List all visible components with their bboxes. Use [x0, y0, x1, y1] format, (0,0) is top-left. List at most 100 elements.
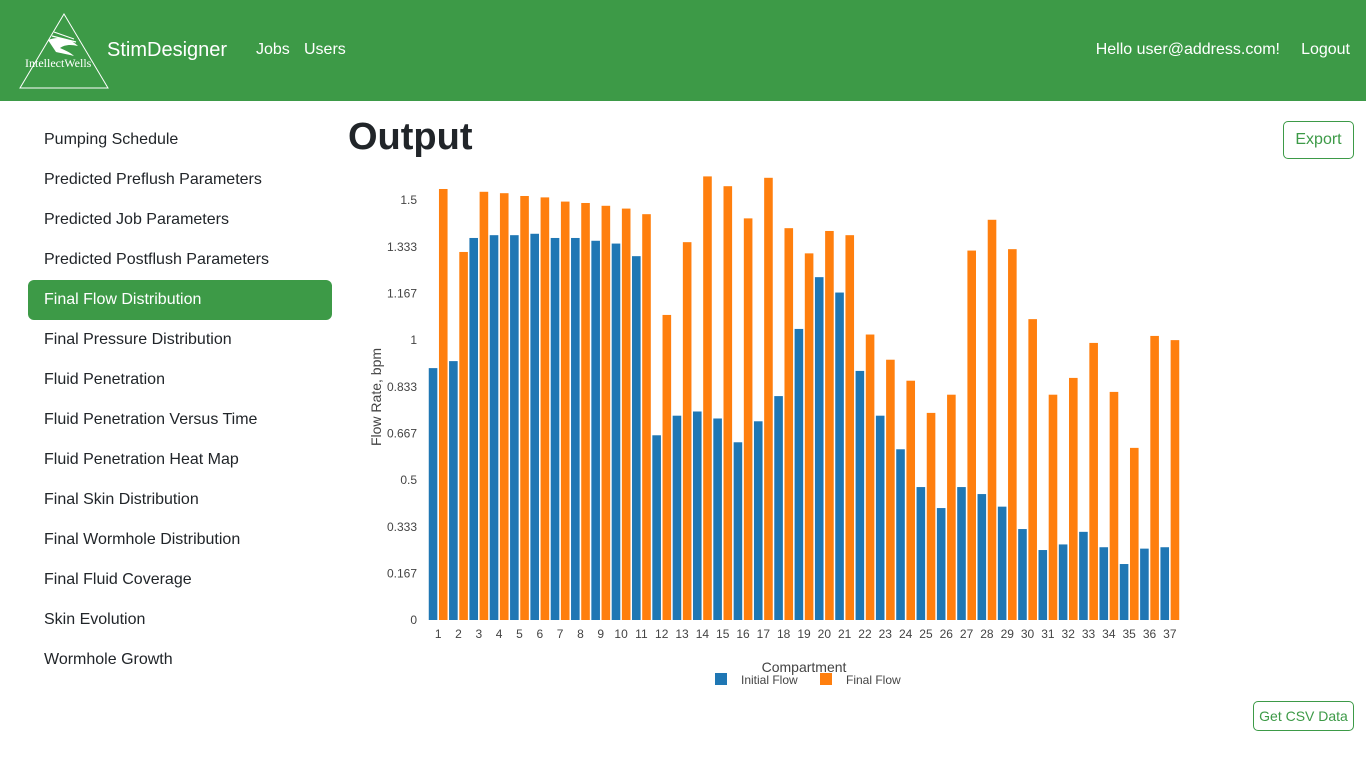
final-flow-bar[interactable]: [621, 208, 631, 620]
final-flow-bar[interactable]: [560, 201, 570, 620]
initial-flow-bar[interactable]: [814, 277, 824, 620]
sidebar-item-final-fluid-coverage[interactable]: Final Fluid Coverage: [44, 571, 192, 588]
initial-flow-bar[interactable]: [469, 237, 479, 621]
initial-flow-bar[interactable]: [530, 233, 539, 620]
final-flow-bar[interactable]: [1109, 391, 1119, 620]
final-flow-bar[interactable]: [804, 253, 814, 620]
get-csv-button[interactable]: Get CSV Data: [1253, 701, 1354, 731]
nav-jobs[interactable]: Jobs: [256, 41, 290, 58]
final-flow-bar[interactable]: [906, 380, 916, 620]
sidebar-item-final-wormhole-distribution[interactable]: Final Wormhole Distribution: [44, 531, 241, 548]
x-tick-label: 37: [1163, 627, 1177, 641]
final-flow-bar[interactable]: [540, 197, 550, 620]
initial-flow-bar[interactable]: [774, 396, 783, 620]
initial-flow-bar[interactable]: [611, 243, 621, 620]
brand-name[interactable]: StimDesigner: [107, 39, 228, 61]
initial-flow-bar[interactable]: [875, 415, 885, 620]
sidebar-item-final-pressure-distribution[interactable]: Final Pressure Distribution: [44, 331, 232, 348]
initial-flow-bar[interactable]: [997, 506, 1007, 620]
final-flow-bar[interactable]: [1150, 335, 1159, 620]
initial-flow-bar[interactable]: [1079, 531, 1088, 620]
initial-flow-bar[interactable]: [936, 508, 946, 620]
initial-flow-bar[interactable]: [489, 235, 499, 620]
initial-flow-bar[interactable]: [571, 237, 580, 621]
initial-flow-bar[interactable]: [896, 449, 905, 620]
initial-flow-bar[interactable]: [794, 328, 804, 620]
final-flow-bar[interactable]: [967, 250, 976, 620]
initial-flow-bar[interactable]: [916, 487, 926, 620]
final-flow-bar[interactable]: [479, 191, 489, 620]
initial-flow-bar[interactable]: [1018, 529, 1027, 620]
initial-flow-bar[interactable]: [1099, 547, 1109, 620]
final-flow-bar[interactable]: [1069, 377, 1078, 620]
final-flow-bar[interactable]: [886, 359, 895, 620]
initial-flow-bar[interactable]: [835, 292, 844, 620]
nav-users[interactable]: Users: [304, 41, 346, 58]
final-flow-bar[interactable]: [703, 176, 712, 621]
initial-flow-bar[interactable]: [855, 370, 865, 620]
final-flow-bar[interactable]: [1048, 394, 1058, 620]
initial-flow-bar[interactable]: [449, 361, 458, 620]
final-flow-bar[interactable]: [459, 251, 468, 621]
initial-flow-bar[interactable]: [1058, 544, 1068, 620]
final-flow-bar[interactable]: [723, 186, 733, 621]
logout-link[interactable]: Logout: [1301, 41, 1350, 58]
y-tick-label: 0.333: [387, 520, 417, 534]
final-flow-bar[interactable]: [1028, 319, 1037, 620]
final-flow-bar[interactable]: [520, 195, 529, 620]
initial-flow-bar[interactable]: [713, 418, 722, 620]
x-tick-label: 27: [960, 627, 974, 641]
final-flow-bar[interactable]: [1008, 249, 1017, 620]
intellectwells-logo[interactable]: IntellectWells: [18, 12, 110, 90]
initial-flow-bar[interactable]: [1140, 548, 1149, 620]
final-flow-bar[interactable]: [865, 334, 875, 620]
sidebar-item-wormhole-growth[interactable]: Wormhole Growth: [44, 651, 173, 668]
sidebar-item-fluid-penetration-heat-map[interactable]: Fluid Penetration Heat Map: [44, 451, 239, 468]
sidebar-item-predicted-job-parameters[interactable]: Predicted Job Parameters: [44, 211, 229, 228]
final-flow-bar[interactable]: [845, 235, 855, 620]
sidebar-item-skin-evolution[interactable]: Skin Evolution: [44, 611, 146, 628]
final-flow-bar[interactable]: [947, 394, 956, 620]
export-button[interactable]: Export: [1283, 121, 1354, 159]
initial-flow-bar[interactable]: [753, 421, 763, 620]
initial-flow-bar[interactable]: [652, 435, 661, 620]
final-flow-bar[interactable]: [642, 214, 651, 621]
final-flow-bar[interactable]: [764, 177, 773, 620]
sidebar-item-final-flow-distribution[interactable]: Final Flow Distribution: [28, 280, 332, 320]
initial-flow-bar[interactable]: [977, 494, 987, 620]
sidebar-item-fluid-penetration[interactable]: Fluid Penetration: [44, 371, 165, 388]
initial-flow-bar[interactable]: [510, 235, 519, 620]
initial-flow-bar[interactable]: [1038, 550, 1048, 620]
final-flow-bar[interactable]: [682, 242, 692, 621]
sidebar-item-pumping-schedule[interactable]: Pumping Schedule: [44, 131, 179, 148]
final-flow-bar[interactable]: [784, 228, 794, 621]
initial-flow-bar[interactable]: [591, 240, 600, 620]
final-flow-bar[interactable]: [743, 218, 753, 621]
final-flow-bar[interactable]: [581, 202, 590, 620]
final-flow-bar[interactable]: [1170, 340, 1180, 620]
initial-flow-bar[interactable]: [957, 487, 966, 620]
legend-swatch: [820, 673, 832, 685]
final-flow-bar[interactable]: [987, 219, 997, 620]
final-flow-bar[interactable]: [1089, 342, 1098, 620]
initial-flow-bar[interactable]: [733, 442, 743, 620]
initial-flow-bar[interactable]: [428, 368, 438, 620]
x-tick-label: 25: [919, 627, 933, 641]
sidebar-item-fluid-penetration-versus-time[interactable]: Fluid Penetration Versus Time: [44, 411, 258, 428]
final-flow-bar[interactable]: [1129, 447, 1139, 620]
initial-flow-bar[interactable]: [692, 411, 702, 620]
initial-flow-bar[interactable]: [632, 256, 641, 620]
sidebar-item-final-skin-distribution[interactable]: Final Skin Distribution: [44, 491, 199, 508]
final-flow-bar[interactable]: [926, 412, 936, 620]
final-flow-bar[interactable]: [601, 205, 611, 620]
initial-flow-bar[interactable]: [550, 237, 560, 621]
sidebar-item-predicted-postflush-parameters[interactable]: Predicted Postflush Parameters: [44, 251, 269, 268]
initial-flow-bar[interactable]: [1160, 547, 1170, 620]
initial-flow-bar[interactable]: [1119, 564, 1129, 620]
final-flow-bar[interactable]: [438, 188, 448, 620]
final-flow-bar[interactable]: [662, 314, 672, 620]
final-flow-bar[interactable]: [825, 230, 834, 620]
final-flow-bar[interactable]: [499, 193, 509, 620]
sidebar-item-predicted-preflush-parameters[interactable]: Predicted Preflush Parameters: [44, 171, 262, 188]
initial-flow-bar[interactable]: [672, 415, 682, 620]
